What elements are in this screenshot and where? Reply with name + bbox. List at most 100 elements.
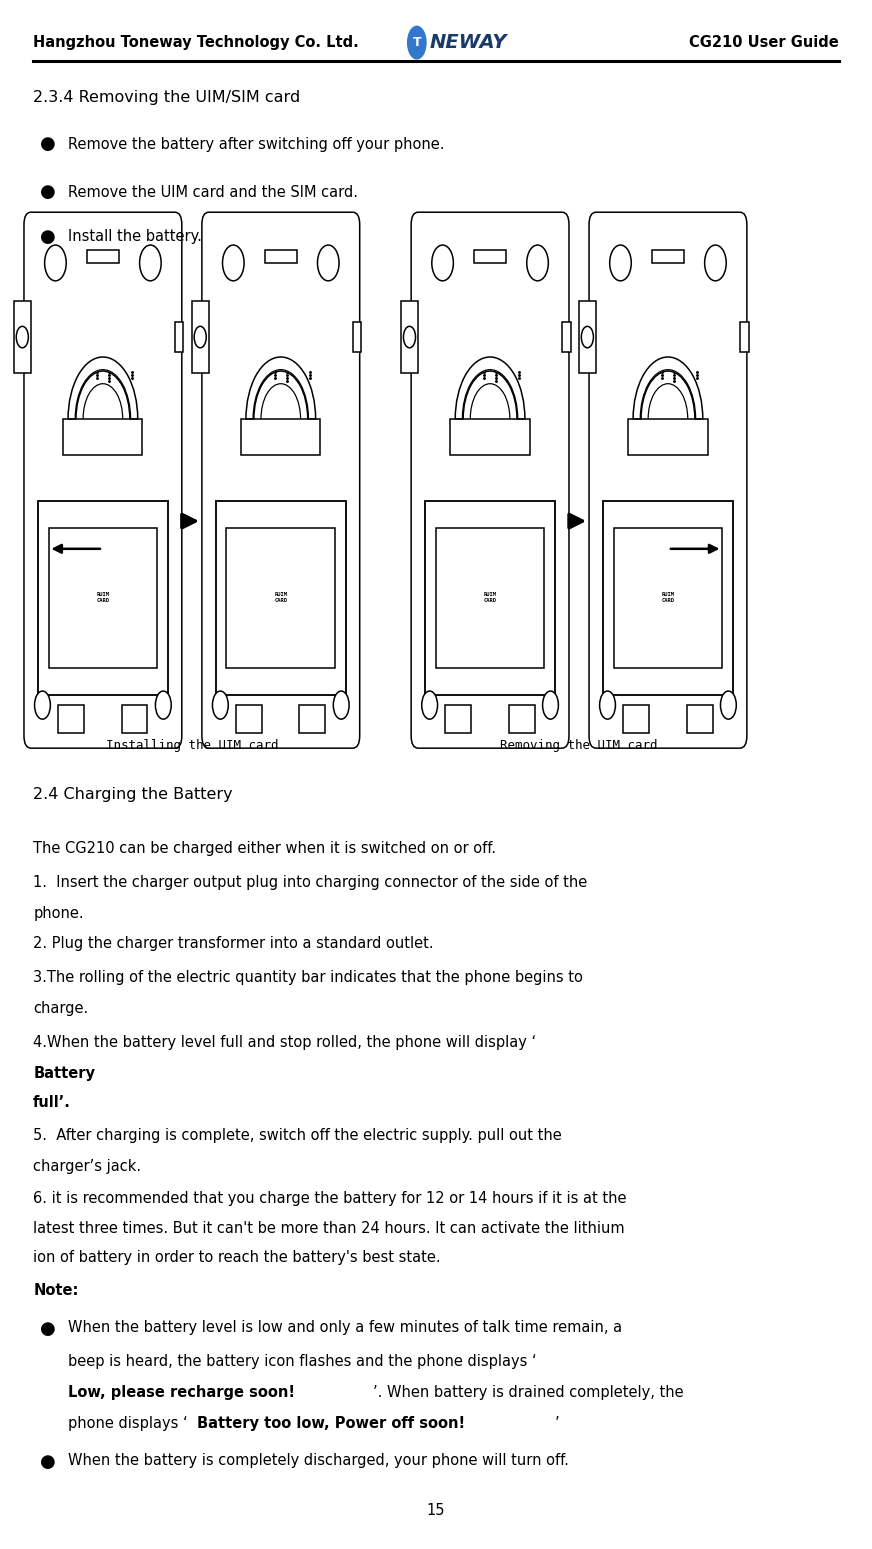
Text: charger’s jack.: charger’s jack. [33,1159,141,1174]
Bar [451,418,529,455]
Text: ●: ● [40,135,56,153]
Bar [629,418,707,455]
Text: charge.: charge. [33,1001,88,1016]
Circle shape [35,691,51,719]
Bar [236,705,262,733]
Circle shape [404,327,416,349]
Text: ’. When battery is drained completely, the: ’. When battery is drained completely, t… [373,1385,684,1400]
Text: phone.: phone. [33,906,84,922]
Text: ●: ● [40,228,56,246]
FancyBboxPatch shape [412,212,569,748]
Wedge shape [246,356,316,418]
Text: 2. Plug the charger transformer into a standard outlet.: 2. Plug the charger transformer into a s… [33,936,433,951]
Bar [623,705,650,733]
Bar [49,528,157,668]
Text: Battery: Battery [33,1066,95,1081]
Text: RUIM
CARD: RUIM CARD [484,592,496,603]
Ellipse shape [140,245,161,280]
Text: When the battery level is low and only a few minutes of talk time remain, a: When the battery level is low and only a… [68,1320,622,1335]
Bar [686,705,712,733]
Ellipse shape [317,245,339,280]
Bar [227,528,335,668]
Text: RUIM
CARD: RUIM CARD [97,592,109,603]
Wedge shape [455,356,525,418]
Text: 15: 15 [426,1503,446,1518]
Text: Battery too low, Power off soon!: Battery too low, Power off soon! [197,1416,465,1431]
Bar [14,301,31,373]
Bar [401,301,419,373]
Circle shape [17,327,29,349]
Bar [121,705,147,733]
Bar [436,528,544,668]
Ellipse shape [44,245,66,280]
Bar [242,418,320,455]
Bar [38,500,167,696]
Text: 6. it is recommended that you charge the battery for 12 or 14 hours if it is at : 6. it is recommended that you charge the… [33,1191,627,1207]
Circle shape [194,327,207,349]
Text: RUIM
CARD: RUIM CARD [275,592,287,603]
Circle shape [407,26,426,59]
Bar [216,500,345,696]
Circle shape [582,327,594,349]
Bar [352,322,361,353]
Text: beep is heard, the battery icon flashes and the phone displays ‘: beep is heard, the battery icon flashes … [68,1354,536,1369]
Wedge shape [633,356,703,418]
Bar [508,705,535,733]
Text: NEWAY: NEWAY [430,33,508,53]
Text: Removing the UIM card: Removing the UIM card [501,739,657,751]
Bar [739,322,748,353]
Circle shape [600,691,616,719]
Text: Install the battery.: Install the battery. [68,229,202,245]
Text: 2.3.4 Removing the UIM/SIM card: 2.3.4 Removing the UIM/SIM card [33,90,300,105]
FancyBboxPatch shape [589,212,746,748]
Text: 3.The rolling of the electric quantity bar indicates that the phone begins to: 3.The rolling of the electric quantity b… [33,970,583,985]
Ellipse shape [432,245,453,280]
Circle shape [213,691,228,719]
Text: ●: ● [40,1453,56,1472]
Ellipse shape [705,245,726,280]
Text: The CG210 can be charged either when it is switched on or off.: The CG210 can be charged either when it … [33,841,496,857]
Bar [87,251,119,263]
Text: Remove the battery after switching off your phone.: Remove the battery after switching off y… [68,136,445,152]
Circle shape [542,691,558,719]
Bar [174,322,183,353]
Bar [58,705,85,733]
Circle shape [155,691,171,719]
Bar [192,301,209,373]
Text: When the battery is completely discharged, your phone will turn off.: When the battery is completely discharge… [68,1453,569,1468]
Text: 4.When the battery level full and stop rolled, the phone will display ‘: 4.When the battery level full and stop r… [33,1035,536,1050]
Circle shape [422,691,438,719]
Text: ’: ’ [555,1416,559,1431]
Ellipse shape [222,245,244,280]
Bar [474,251,506,263]
Text: Note:: Note: [33,1283,78,1298]
Circle shape [720,691,736,719]
Bar [299,705,325,733]
Bar [579,301,596,373]
Text: Installing the UIM card: Installing the UIM card [106,739,278,751]
Ellipse shape [610,245,631,280]
Text: Hangzhou Toneway Technology Co. Ltd.: Hangzhou Toneway Technology Co. Ltd. [33,36,359,50]
Text: phone displays ‘: phone displays ‘ [68,1416,187,1431]
Bar [265,251,296,263]
Bar [64,418,142,455]
Bar [614,528,722,668]
Text: latest three times. But it can't be more than 24 hours. It can activate the lith: latest three times. But it can't be more… [33,1221,624,1236]
Bar [446,705,472,733]
Text: Low, please recharge soon!: Low, please recharge soon! [68,1385,295,1400]
Bar [426,500,555,696]
Text: full’.: full’. [33,1095,71,1111]
Circle shape [333,691,349,719]
Text: 2.4 Charging the Battery: 2.4 Charging the Battery [33,787,233,802]
Bar [562,322,570,353]
Text: ion of battery in order to reach the battery's best state.: ion of battery in order to reach the bat… [33,1250,440,1266]
Text: ●: ● [40,183,56,201]
Text: CG210 User Guide: CG210 User Guide [689,36,839,50]
Text: T: T [412,36,421,50]
Text: ●: ● [40,1320,56,1338]
Text: Remove the UIM card and the SIM card.: Remove the UIM card and the SIM card. [68,184,358,200]
Text: 5.  After charging is complete, switch off the electric supply. pull out the: 5. After charging is complete, switch of… [33,1128,562,1143]
FancyBboxPatch shape [201,212,359,748]
Text: RUIM
CARD: RUIM CARD [662,592,674,603]
FancyBboxPatch shape [24,212,181,748]
